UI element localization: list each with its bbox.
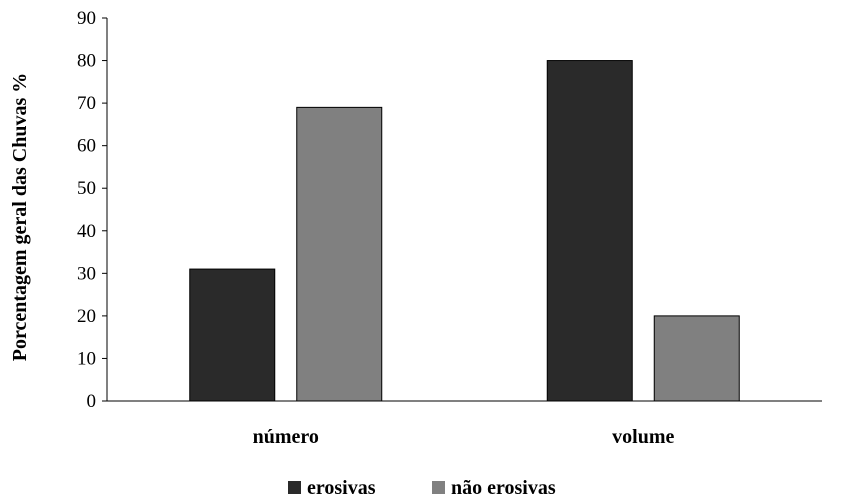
legend-label: não erosivas	[451, 477, 556, 499]
y-tick-label: 80	[77, 51, 96, 72]
bars-group	[189, 60, 740, 402]
y-tick-label: 10	[77, 348, 96, 369]
y-tick-label: 30	[77, 263, 96, 284]
x-category-label: volume	[612, 426, 674, 448]
y-axis-ticks: 0 10 20 30 40 50 60 70 80 90	[77, 8, 107, 412]
legend-swatch	[288, 481, 301, 494]
y-tick-label: 60	[77, 136, 96, 157]
legend-label: erosivas	[307, 477, 376, 499]
legend: erosivas não erosivas	[288, 477, 556, 499]
x-category-label: número	[253, 426, 319, 448]
y-tick-label: 0	[87, 391, 97, 412]
y-tick-label: 20	[77, 306, 96, 327]
y-tick-label: 50	[77, 178, 96, 199]
bar-nao-erosivas	[296, 106, 383, 402]
bar-erosivas	[546, 60, 633, 402]
x-axis-labels: número volume	[253, 426, 675, 448]
y-axis-title: Porcentagem geral das Chuvas %	[9, 73, 31, 362]
y-tick-label: 40	[77, 221, 96, 242]
y-axis-title-group: Porcentagem geral das Chuvas %	[9, 73, 31, 362]
y-tick-label: 70	[77, 93, 96, 114]
bar-erosivas	[189, 268, 276, 402]
bar-nao-erosivas	[653, 315, 740, 402]
legend-swatch	[432, 481, 445, 494]
y-tick-label: 90	[77, 8, 96, 29]
